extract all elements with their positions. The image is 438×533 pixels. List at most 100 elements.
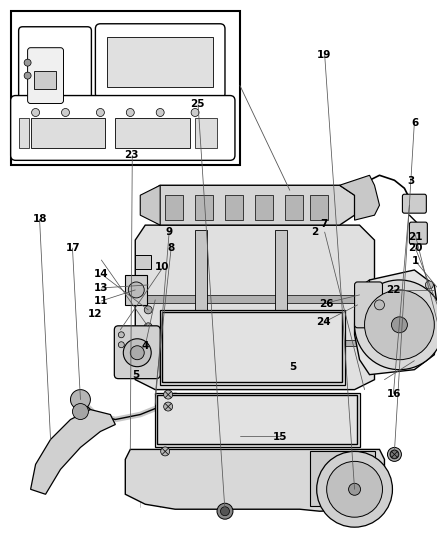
Polygon shape <box>125 449 385 511</box>
Text: 10: 10 <box>155 262 170 271</box>
Bar <box>145 340 360 346</box>
Bar <box>195 118 217 148</box>
Text: 3: 3 <box>407 176 415 187</box>
FancyBboxPatch shape <box>114 326 160 378</box>
Circle shape <box>32 109 39 117</box>
Text: 7: 7 <box>320 219 328 229</box>
Circle shape <box>390 450 399 459</box>
Polygon shape <box>135 225 374 390</box>
Circle shape <box>96 109 104 117</box>
Text: 26: 26 <box>319 298 333 309</box>
FancyBboxPatch shape <box>95 24 225 99</box>
Bar <box>11 11 240 165</box>
FancyBboxPatch shape <box>11 95 235 160</box>
Bar <box>155 393 360 447</box>
Bar <box>225 195 243 220</box>
Bar <box>165 195 183 220</box>
Text: 6: 6 <box>412 118 419 128</box>
Circle shape <box>61 109 70 117</box>
Text: 18: 18 <box>33 214 47 224</box>
Circle shape <box>374 300 385 310</box>
Bar <box>195 230 207 385</box>
Bar <box>255 195 273 220</box>
Bar <box>310 451 374 506</box>
Bar <box>125 275 147 305</box>
FancyBboxPatch shape <box>28 47 64 103</box>
Text: 17: 17 <box>65 243 80 253</box>
FancyBboxPatch shape <box>19 27 92 119</box>
Bar <box>310 195 328 220</box>
Bar <box>107 37 213 86</box>
Bar <box>195 195 213 220</box>
Text: 21: 21 <box>408 232 423 243</box>
Text: 2: 2 <box>311 227 319 237</box>
Polygon shape <box>31 409 115 494</box>
Circle shape <box>128 282 144 298</box>
Text: 12: 12 <box>87 309 102 319</box>
Circle shape <box>317 451 392 527</box>
Bar <box>162 312 342 382</box>
Circle shape <box>355 280 438 370</box>
Circle shape <box>130 346 144 360</box>
Text: 19: 19 <box>317 50 331 60</box>
Circle shape <box>144 323 152 331</box>
Circle shape <box>390 450 399 458</box>
Text: 25: 25 <box>190 100 205 109</box>
Text: 15: 15 <box>273 432 287 441</box>
Circle shape <box>72 403 88 419</box>
Circle shape <box>327 462 382 517</box>
Circle shape <box>24 72 31 79</box>
FancyBboxPatch shape <box>355 282 382 328</box>
Text: 23: 23 <box>124 150 139 160</box>
FancyBboxPatch shape <box>403 194 426 213</box>
Text: 24: 24 <box>317 317 331 327</box>
Bar <box>34 71 56 88</box>
Text: 11: 11 <box>94 296 108 306</box>
Text: 20: 20 <box>408 243 423 253</box>
Circle shape <box>364 290 434 360</box>
Circle shape <box>164 390 173 399</box>
Text: 9: 9 <box>165 227 172 237</box>
Bar <box>19 118 28 148</box>
Circle shape <box>392 317 407 333</box>
Text: 8: 8 <box>167 243 175 253</box>
Circle shape <box>217 503 233 519</box>
Circle shape <box>156 109 164 117</box>
FancyBboxPatch shape <box>410 222 427 244</box>
Circle shape <box>124 339 151 367</box>
Bar <box>275 230 287 385</box>
Bar <box>145 295 360 303</box>
Bar <box>135 255 151 269</box>
Text: 4: 4 <box>141 341 148 351</box>
Circle shape <box>161 447 170 456</box>
Text: 13: 13 <box>94 282 108 293</box>
Circle shape <box>144 306 152 314</box>
Circle shape <box>24 59 31 66</box>
Text: 5: 5 <box>132 370 140 381</box>
Circle shape <box>164 402 173 411</box>
Bar <box>115 118 190 148</box>
Circle shape <box>220 507 230 516</box>
Circle shape <box>425 281 433 289</box>
Text: 16: 16 <box>386 389 401 399</box>
Bar <box>285 195 303 220</box>
Circle shape <box>349 483 360 495</box>
Circle shape <box>71 390 90 409</box>
Circle shape <box>126 109 134 117</box>
Polygon shape <box>145 185 355 225</box>
Text: 5: 5 <box>290 362 297 373</box>
Polygon shape <box>355 270 438 375</box>
Bar <box>31 118 106 148</box>
Polygon shape <box>140 185 160 225</box>
Polygon shape <box>339 175 379 220</box>
Polygon shape <box>355 280 370 320</box>
Bar <box>160 310 345 385</box>
Circle shape <box>118 332 124 338</box>
Circle shape <box>191 109 199 117</box>
Circle shape <box>388 447 401 462</box>
Circle shape <box>118 342 124 348</box>
Text: 1: 1 <box>412 256 419 266</box>
Bar <box>157 394 357 445</box>
Text: 14: 14 <box>94 270 109 279</box>
Text: 22: 22 <box>386 285 401 295</box>
